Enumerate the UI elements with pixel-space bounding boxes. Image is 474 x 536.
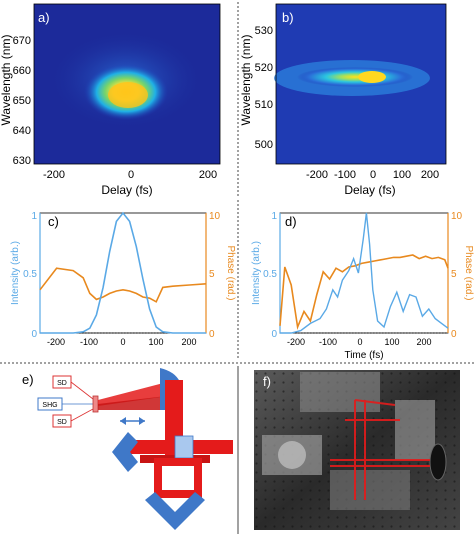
b-xtick: 200 <box>421 169 439 181</box>
a-ylabel: Wavelength (nm) <box>0 35 13 126</box>
panel-a-label: a) <box>38 10 50 25</box>
d-phase-line <box>279 254 449 330</box>
c-intensity-line <box>40 211 206 334</box>
c-ytick-left: 0.5 <box>23 269 37 280</box>
d-xtick: 0 <box>357 337 362 347</box>
panel-f: f) <box>254 370 460 530</box>
panel-d: d) 0 0.5 1 0 5 10 -200 -100 0 100 200 Ti… <box>251 211 474 361</box>
beam-fan-upper <box>98 380 175 406</box>
arrow-head-right-icon <box>139 417 145 425</box>
c-ytick-right: 5 <box>209 269 215 280</box>
sd-bottom-connector <box>70 408 94 422</box>
beam-fan-lower <box>98 395 175 410</box>
b-xtick: 100 <box>393 169 411 181</box>
b-ytick: 510 <box>255 99 273 111</box>
optic-mount-bottom <box>330 470 410 510</box>
c-xtick: 0 <box>120 337 125 347</box>
panel-f-label: f) <box>263 374 271 389</box>
iris-icon <box>429 443 447 481</box>
d-ytick-right: 10 <box>451 211 463 222</box>
d-ytick-left: 0 <box>271 329 277 340</box>
sd-box-top-label: SD <box>57 380 67 387</box>
heatmap-b-peak <box>297 67 413 87</box>
a-xtick: 200 <box>199 169 217 181</box>
shg-box-label: SHG <box>42 402 57 409</box>
d-xtick: 100 <box>384 337 399 347</box>
panel-b-label: b) <box>282 10 294 25</box>
a-ytick: 640 <box>13 125 31 137</box>
a-xlabel: Delay (fs) <box>101 183 152 197</box>
d-ytick-right: 5 <box>451 269 457 280</box>
a-xtick: 0 <box>128 169 134 181</box>
d-xtick: -100 <box>319 337 337 347</box>
beam-delay-loop <box>154 458 202 498</box>
b-xtick: -200 <box>306 169 328 181</box>
c-ylabel-right: Phase (rad.) <box>225 245 236 300</box>
d-xtick: -200 <box>287 337 305 347</box>
crystal-icon <box>92 395 99 413</box>
a-ytick: 650 <box>13 95 31 107</box>
b-ylabel: Wavelength (nm) <box>239 35 253 126</box>
c-ytick-right: 0 <box>209 329 215 340</box>
c-xtick: -200 <box>47 337 65 347</box>
d-xtick: 200 <box>416 337 431 347</box>
panel-a: a) 630 640 650 660 670 -200 0 200 Delay … <box>0 3 221 197</box>
arrow-head-left-icon <box>120 417 126 425</box>
panel-d-label: d) <box>285 214 297 229</box>
b-ytick: 520 <box>255 62 273 74</box>
d-ytick-left: 1 <box>271 211 277 222</box>
panel-c: c) 0 0.5 1 0 5 10 -200 -100 0 100 200 In… <box>10 211 236 347</box>
c-ytick-right: 10 <box>209 211 221 222</box>
panel-c-label: c) <box>48 214 59 229</box>
heatmap-a-core <box>108 82 148 108</box>
b-ytick: 530 <box>255 25 273 37</box>
d-ylabel-left: Intensity (arb.) <box>251 241 262 305</box>
panel-a-y-ticks: 630 640 650 660 670 <box>13 35 31 167</box>
d-ytick-right: 0 <box>451 329 457 340</box>
a-xtick: -200 <box>43 169 65 181</box>
sd-box-bottom-label: SD <box>57 419 67 426</box>
retroreflector-bottom-icon <box>145 492 205 530</box>
a-ytick: 630 <box>13 155 31 167</box>
beam-splitter-icon <box>174 435 194 459</box>
plot-b-frame <box>275 3 447 165</box>
c-ytick-left: 0 <box>31 329 37 340</box>
a-ytick: 660 <box>13 65 31 77</box>
panel-e-label: e) <box>22 372 34 387</box>
b-xtick: -100 <box>334 169 356 181</box>
d-ylabel-right: Phase (rad.) <box>463 245 474 300</box>
c-ylabel-left: Intensity (arb.) <box>10 241 21 305</box>
optic-mount-right <box>395 400 435 460</box>
photo-beam-overlay <box>330 399 430 500</box>
optic-mount-top <box>300 372 380 412</box>
d-intensity-line <box>280 212 449 334</box>
plot-a-frame <box>33 3 221 165</box>
b-ytick: 500 <box>255 139 273 151</box>
a-ytick: 670 <box>13 35 31 47</box>
lens-mount-icon <box>278 441 306 469</box>
c-phase-line <box>39 267 207 303</box>
sd-top-connector <box>70 381 94 400</box>
c-ytick-left: 1 <box>31 211 37 222</box>
b-xtick: 0 <box>370 169 376 181</box>
panel-e: e) SD SHG SD <box>22 368 233 530</box>
c-xtick: 100 <box>148 337 163 347</box>
c-xtick: -100 <box>80 337 98 347</box>
plot-c-frame <box>39 212 207 334</box>
d-ytick-left: 0.5 <box>263 269 277 280</box>
d-xlabel: Time (fs) <box>344 350 383 361</box>
b-xlabel: Delay (fs) <box>344 183 395 197</box>
panel-b: b) 500 510 520 530 -200 -100 0 100 200 D… <box>239 3 447 197</box>
retroreflector-left-icon <box>112 432 138 472</box>
c-xtick: 200 <box>181 337 196 347</box>
heatmap-b-core <box>358 71 386 83</box>
